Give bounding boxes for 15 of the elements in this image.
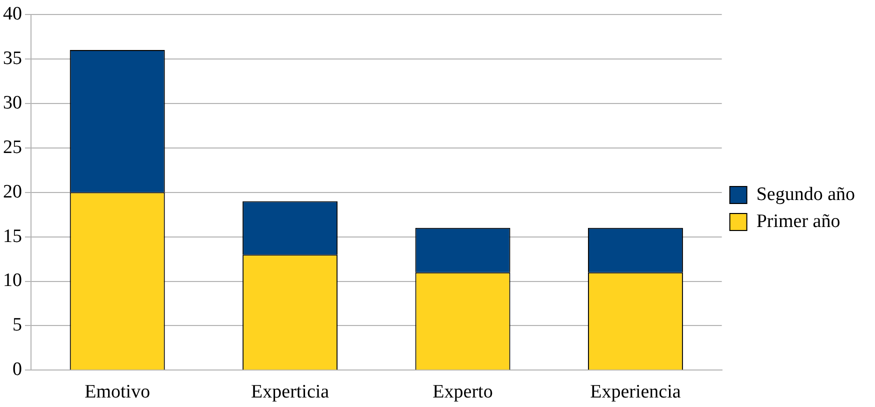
x-tick-label: Emotivo xyxy=(84,382,150,403)
y-tick-label: 30 xyxy=(3,92,22,114)
y-tick-label: 20 xyxy=(3,181,22,202)
y-tick-label: 15 xyxy=(3,226,22,247)
y-tick-label: 35 xyxy=(3,48,22,69)
y-tick-label: 10 xyxy=(3,270,22,292)
legend-label: Segundo año xyxy=(756,184,856,205)
legend-label: Primer año xyxy=(756,210,840,232)
y-tick-label: 25 xyxy=(3,136,22,158)
y-tick-label: 40 xyxy=(3,3,22,24)
y-tick-label: 0 xyxy=(12,359,22,380)
x-tick-label: Experiencia xyxy=(590,382,682,403)
x-tick-label: Experto xyxy=(432,382,493,403)
x-tick-label: Experticia xyxy=(251,382,330,403)
y-tick-label: 5 xyxy=(12,314,22,336)
